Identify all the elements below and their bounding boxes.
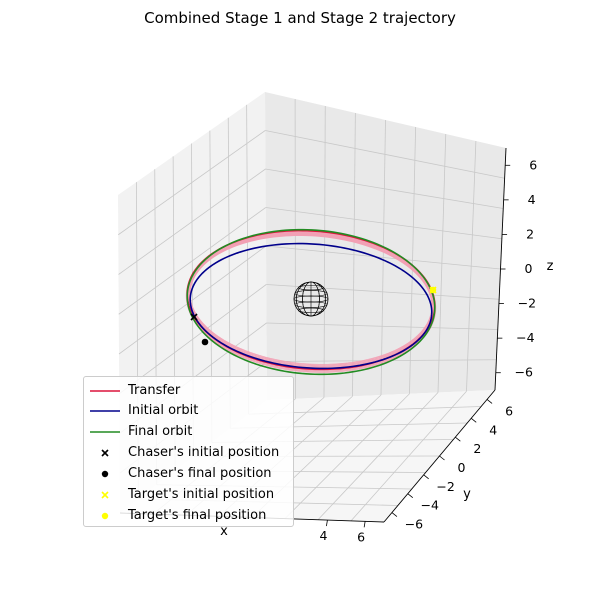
legend-line-transfer	[90, 390, 120, 392]
transfer-revolution	[188, 234, 434, 367]
z-tick-label: −6	[515, 365, 533, 380]
y-tick	[455, 436, 461, 442]
transfer-revolution	[188, 233, 434, 369]
legend-marker-chaser-final	[101, 470, 109, 478]
legend-item-target-final: Target's final position	[84, 506, 295, 526]
y-axis-label: y	[463, 487, 471, 502]
z-tick-label: 4	[528, 192, 536, 207]
legend-label-final-orbit: Final orbit	[128, 424, 193, 439]
grid-line	[118, 245, 267, 355]
legend-label-chaser-final: Chaser's final position	[128, 466, 272, 481]
legend-label-initial-orbit: Initial orbit	[128, 403, 199, 418]
initial-orbit-line	[189, 242, 433, 370]
legend-marker-target-initial	[101, 491, 109, 499]
transfer-revolution	[188, 233, 434, 368]
y-tick-label: 4	[489, 422, 497, 437]
globe-parallel	[294, 301, 328, 308]
legend: Transfer Initial orbit Final orbit Chase…	[83, 376, 294, 527]
z-tick-label: −2	[518, 296, 536, 311]
grid-line	[284, 393, 410, 519]
globe-parallel	[298, 307, 324, 313]
y-tick	[423, 474, 429, 480]
z-axis-label: z	[547, 259, 554, 274]
grid-line	[466, 140, 477, 392]
chart-title: Combined Stage 1 and Stage 2 trajectory	[144, 9, 456, 27]
globe-parallel	[298, 285, 324, 291]
y-tick-label: −4	[421, 498, 439, 513]
grid-line	[350, 390, 467, 522]
grid-line	[246, 104, 250, 415]
globe-meridian	[295, 281, 327, 317]
legend-item-chaser-final: Chaser's final position	[84, 464, 295, 484]
grid-line	[119, 284, 267, 395]
x-axis-label: x	[220, 524, 228, 539]
z-tick-label: 0	[525, 261, 533, 276]
x-tick-label: 6	[357, 529, 365, 544]
legend-label-transfer: Transfer	[128, 383, 181, 398]
x-tick	[363, 521, 366, 528]
y-tick-label: 6	[505, 403, 513, 418]
y-tick-label: 0	[458, 460, 466, 475]
y-tick-label: −2	[436, 479, 454, 494]
y-tick	[407, 493, 414, 499]
x-tick-label: 4	[319, 528, 327, 543]
z-tick-label: 2	[526, 226, 534, 241]
legend-label-target-final: Target's final position	[128, 508, 267, 523]
x-tick	[326, 520, 328, 527]
y-tick	[391, 512, 398, 517]
y-tick	[486, 399, 493, 404]
grid-line	[266, 322, 498, 330]
chaser-initial-marker	[190, 313, 198, 321]
chaser-final-marker	[201, 338, 209, 346]
legend-item-chaser-initial: Chaser's initial position	[84, 443, 295, 463]
legend-item-transfer: Transfer	[84, 381, 295, 401]
grid-line	[265, 245, 501, 270]
legend-line-final-orbit	[90, 431, 120, 433]
target-initial-marker	[429, 286, 437, 294]
central-body	[293, 281, 329, 317]
y-tick-label: 2	[473, 441, 481, 456]
grid-line	[437, 133, 447, 393]
transfer-revolution	[185, 231, 437, 373]
grid-line	[317, 392, 439, 521]
final-orbit-line	[186, 228, 436, 376]
position-markers	[190, 286, 437, 346]
transfer-revolution	[189, 235, 433, 365]
z-tick-label: −4	[516, 330, 534, 345]
legend-marker-chaser-initial	[101, 449, 109, 457]
y-tick-label: −6	[405, 517, 423, 532]
legend-line-initial-orbit	[90, 410, 120, 412]
orbit-lines	[185, 228, 437, 376]
y-tick	[470, 417, 477, 423]
legend-label-chaser-initial: Chaser's initial position	[128, 445, 280, 460]
legend-label-target-initial: Target's initial position	[128, 487, 275, 502]
legend-marker-target-final	[101, 512, 109, 520]
legend-item-target-initial: Target's initial position	[84, 485, 295, 505]
z-tick-label: 6	[529, 157, 537, 172]
legend-item-final-orbit: Final orbit	[84, 422, 295, 442]
transfer-revolution	[189, 234, 433, 366]
y-tick	[439, 455, 445, 461]
legend-item-initial-orbit: Initial orbit	[84, 401, 295, 421]
